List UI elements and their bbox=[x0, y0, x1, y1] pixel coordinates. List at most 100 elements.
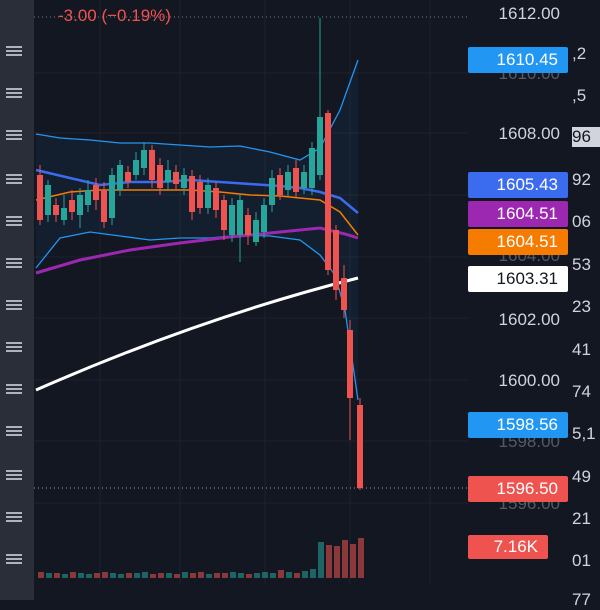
candle-body bbox=[285, 172, 291, 190]
menu-icon[interactable] bbox=[6, 130, 22, 140]
volume-bar bbox=[38, 572, 44, 578]
candle-body bbox=[205, 185, 211, 208]
candle-body bbox=[93, 185, 99, 200]
volume-bar bbox=[262, 572, 268, 578]
candle-body bbox=[309, 148, 315, 188]
right-panel-fragment: 01 bbox=[572, 551, 591, 570]
candle-body bbox=[213, 188, 219, 210]
volume-bar bbox=[174, 574, 180, 578]
candle-body bbox=[181, 175, 187, 188]
candle-body bbox=[269, 178, 275, 205]
ema-price-tag: 1605.43 bbox=[468, 172, 568, 198]
volume-bar bbox=[126, 573, 132, 578]
volume-bar bbox=[62, 574, 68, 578]
volume-bar bbox=[222, 573, 228, 578]
candle-body bbox=[341, 278, 347, 310]
candle-body bbox=[277, 175, 283, 195]
menu-icon[interactable] bbox=[6, 88, 22, 98]
volume-bar bbox=[54, 573, 60, 578]
right-panel-fragment: 49 bbox=[572, 467, 591, 486]
right-panel-fragment: 06 bbox=[572, 212, 591, 231]
right-panel-fragment: 23 bbox=[572, 297, 591, 316]
menu-icon[interactable] bbox=[6, 384, 22, 394]
right-panel-fragment: ,2 bbox=[572, 44, 587, 63]
lower-band-price-tag: 1598.56 bbox=[468, 412, 568, 438]
candle-body bbox=[293, 168, 299, 192]
volume-tag: 7.16K bbox=[468, 535, 548, 559]
volume-bar bbox=[158, 573, 164, 578]
white-ma-line bbox=[35, 276, 359, 392]
candle-body bbox=[165, 170, 171, 182]
right-panel-fragment: 96 bbox=[572, 127, 600, 147]
volume-bar bbox=[134, 573, 140, 578]
volume-bar bbox=[326, 545, 332, 578]
candle-body bbox=[85, 190, 91, 205]
volume-bar bbox=[342, 540, 348, 578]
candle-body bbox=[133, 160, 139, 175]
bollinger-fill bbox=[36, 60, 358, 400]
volume-bar bbox=[230, 572, 236, 578]
volume-bar bbox=[190, 573, 196, 578]
right-panel-fragment: ,5 bbox=[572, 86, 587, 105]
volume-bar bbox=[310, 569, 316, 578]
orange-ma-line bbox=[35, 189, 359, 236]
ema-line bbox=[35, 168, 359, 214]
menu-icon[interactable] bbox=[6, 300, 22, 310]
candle-body bbox=[77, 195, 83, 215]
candle-body bbox=[61, 208, 67, 220]
price-axis-tick: 1600.00 bbox=[498, 371, 560, 390]
candle-body bbox=[141, 150, 147, 168]
right-panel-fragment: 74 bbox=[572, 382, 591, 401]
candle-body bbox=[325, 113, 331, 270]
candle-body bbox=[253, 220, 259, 242]
right-panel-fragment: 21 bbox=[572, 509, 591, 528]
menu-icon[interactable] bbox=[6, 46, 22, 56]
volume-bar bbox=[86, 574, 92, 578]
white-ma-price-tag: 1603.31 bbox=[468, 266, 568, 292]
candle-body bbox=[189, 176, 195, 212]
right-panel-fragment: 92 bbox=[572, 170, 591, 189]
volume-bar bbox=[142, 572, 148, 578]
candle-body bbox=[261, 205, 267, 232]
menu-icon[interactable] bbox=[6, 470, 22, 480]
menu-icon[interactable] bbox=[6, 174, 22, 184]
menu-icon[interactable] bbox=[6, 342, 22, 352]
volume-bar bbox=[334, 546, 340, 578]
volume-bar bbox=[78, 573, 84, 578]
volume-bar bbox=[302, 571, 308, 578]
menu-icon[interactable] bbox=[6, 426, 22, 436]
volume-bar bbox=[350, 544, 356, 578]
price-axis-tick: 1612.00 bbox=[498, 4, 560, 23]
candle-body bbox=[157, 165, 163, 188]
candle-body bbox=[173, 172, 179, 184]
menu-icon[interactable] bbox=[6, 258, 22, 268]
candle-body bbox=[45, 185, 51, 215]
right-panel-fragment: 53 bbox=[572, 255, 591, 274]
price-axis-tick: 1608.00 bbox=[498, 124, 560, 143]
candle-body bbox=[149, 150, 155, 180]
volume-bar bbox=[166, 573, 172, 578]
volume-bar bbox=[150, 574, 156, 578]
candle-body bbox=[125, 172, 131, 182]
right-panel-fragment: 77 bbox=[572, 590, 591, 609]
orange-ma-price-tag: 1604.51 bbox=[468, 229, 568, 255]
candle-body bbox=[221, 200, 227, 230]
upper-band-price-tag: 1610.45 bbox=[468, 47, 568, 73]
volume-bar bbox=[254, 573, 260, 578]
purple-ma-price-tag: 1604.51 bbox=[468, 201, 568, 227]
candle-body bbox=[197, 182, 203, 208]
volume-bar bbox=[198, 572, 204, 578]
candle-body bbox=[237, 200, 243, 235]
volume-bar bbox=[286, 572, 292, 578]
candle-body bbox=[357, 405, 363, 488]
volume-bar bbox=[110, 573, 116, 578]
menu-icon[interactable] bbox=[6, 216, 22, 226]
menu-icon[interactable] bbox=[6, 554, 22, 564]
volume-bar bbox=[246, 574, 252, 578]
candle-body bbox=[101, 190, 107, 222]
menu-icon[interactable] bbox=[6, 512, 22, 522]
candle-body bbox=[301, 172, 307, 188]
price-axis-tick: 1602.00 bbox=[498, 310, 560, 329]
candle-body bbox=[69, 200, 75, 212]
